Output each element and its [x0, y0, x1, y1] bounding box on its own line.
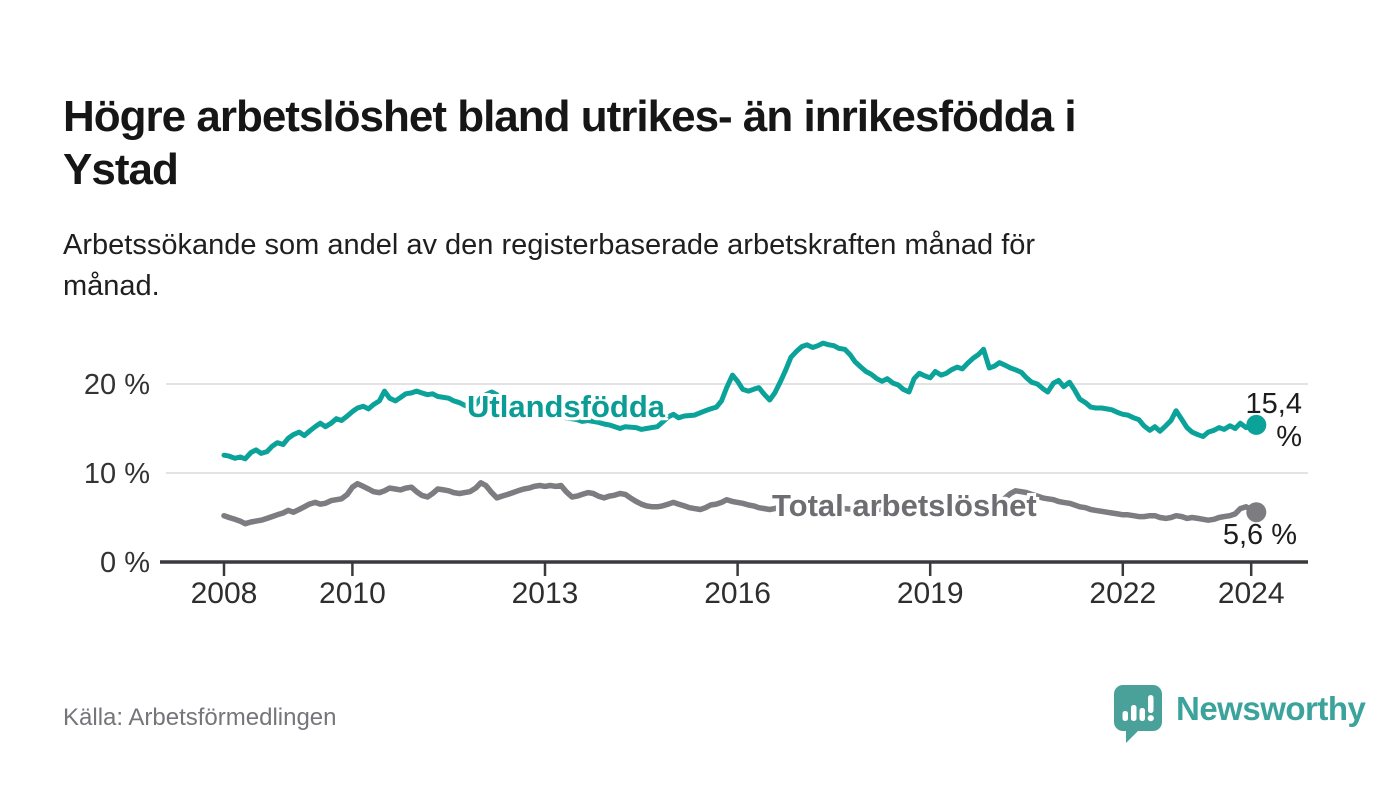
x-tick-label: 2024: [1218, 577, 1285, 610]
gridlines: [160, 383, 1308, 564]
series-end-dot-1: [1246, 502, 1267, 523]
page-subtitle: Arbetssökande som andel av den registerb…: [63, 229, 1036, 303]
brand-wordmark: Newsworthy: [1176, 690, 1366, 727]
y-tick-label: 20 %: [84, 369, 150, 401]
series-label-total-arbetsloshet: Total arbetslöshet: [772, 488, 1037, 523]
newsworthy-bubble-chart-icon: [1114, 685, 1162, 743]
brand-logo: Newsworthy: [1112, 684, 1366, 744]
x-tick-label: 2022: [1089, 577, 1156, 610]
end-value-label-total: 5,6 %: [1222, 519, 1297, 551]
y-axis: 20 % 10 % 0 %: [84, 369, 150, 579]
series-label-utlandsfodda: Utlandsfödda: [467, 389, 666, 424]
data-series: [221, 340, 1267, 527]
series-line-0: [221, 340, 1259, 462]
x-tick-label: 2013: [512, 577, 579, 610]
series-end-dot-0: [1246, 414, 1267, 435]
y-tick-label: 10 %: [84, 458, 150, 490]
x-axis: 2008 2010 2013 2016 2019 2022 2024: [191, 563, 1285, 610]
page-title: Högre arbetslöshet bland utrikes- än inr…: [63, 92, 1077, 195]
end-value-label-utlandsfodda: 15,4 %: [1245, 388, 1302, 453]
x-tick-label: 2016: [704, 577, 771, 610]
series-line-1: [221, 480, 1260, 527]
y-tick-label: 0 %: [100, 547, 150, 579]
x-tick-label: 2010: [319, 577, 386, 610]
x-tick-label: 2008: [191, 577, 258, 610]
x-tick-label: 2019: [897, 577, 964, 610]
source-note: Källa: Arbetsförmedlingen: [63, 704, 337, 731]
